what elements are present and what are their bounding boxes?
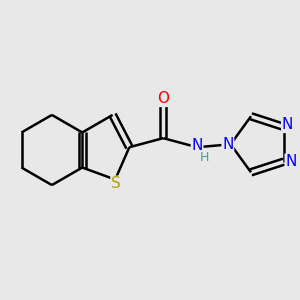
Text: N: N: [282, 117, 293, 132]
Text: S: S: [111, 176, 121, 191]
Text: N: N: [191, 138, 203, 153]
Text: H: H: [200, 151, 209, 164]
Text: O: O: [157, 92, 169, 106]
Text: N: N: [222, 137, 233, 152]
Text: N: N: [285, 154, 297, 169]
